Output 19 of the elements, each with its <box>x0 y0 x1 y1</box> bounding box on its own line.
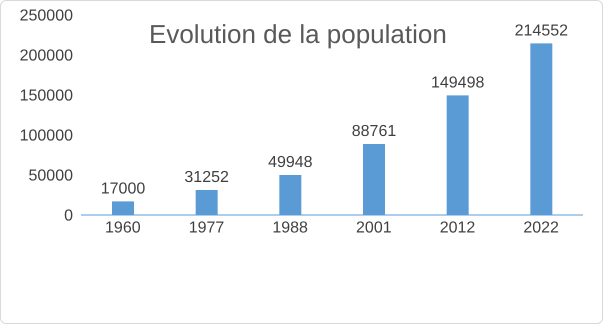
x-tick-label: 2012 <box>440 219 476 236</box>
y-tick-label: 150000 <box>20 88 74 105</box>
x-tick-label: 1988 <box>272 219 308 236</box>
data-label: 17000 <box>100 180 146 198</box>
data-label: 88761 <box>352 122 396 140</box>
chart-title: Evolution de la population <box>149 19 447 50</box>
x-tick-label: 1977 <box>188 219 224 236</box>
y-tick-label: 50000 <box>28 168 74 185</box>
x-tick-label: 2022 <box>523 219 560 236</box>
data-label: 31252 <box>184 169 230 186</box>
y-tick-label: 0 <box>64 208 74 225</box>
y-tick-label: 250000 <box>20 8 74 25</box>
y-tick-label: 200000 <box>20 48 74 65</box>
y-tick-label: 100000 <box>20 128 74 145</box>
x-tick-label: 1960 <box>105 219 141 236</box>
data-label: 49948 <box>268 154 313 172</box>
data-label: 149498 <box>430 74 484 92</box>
data-label: 214552 <box>514 22 568 40</box>
x-tick-label: 2001 <box>356 219 392 236</box>
